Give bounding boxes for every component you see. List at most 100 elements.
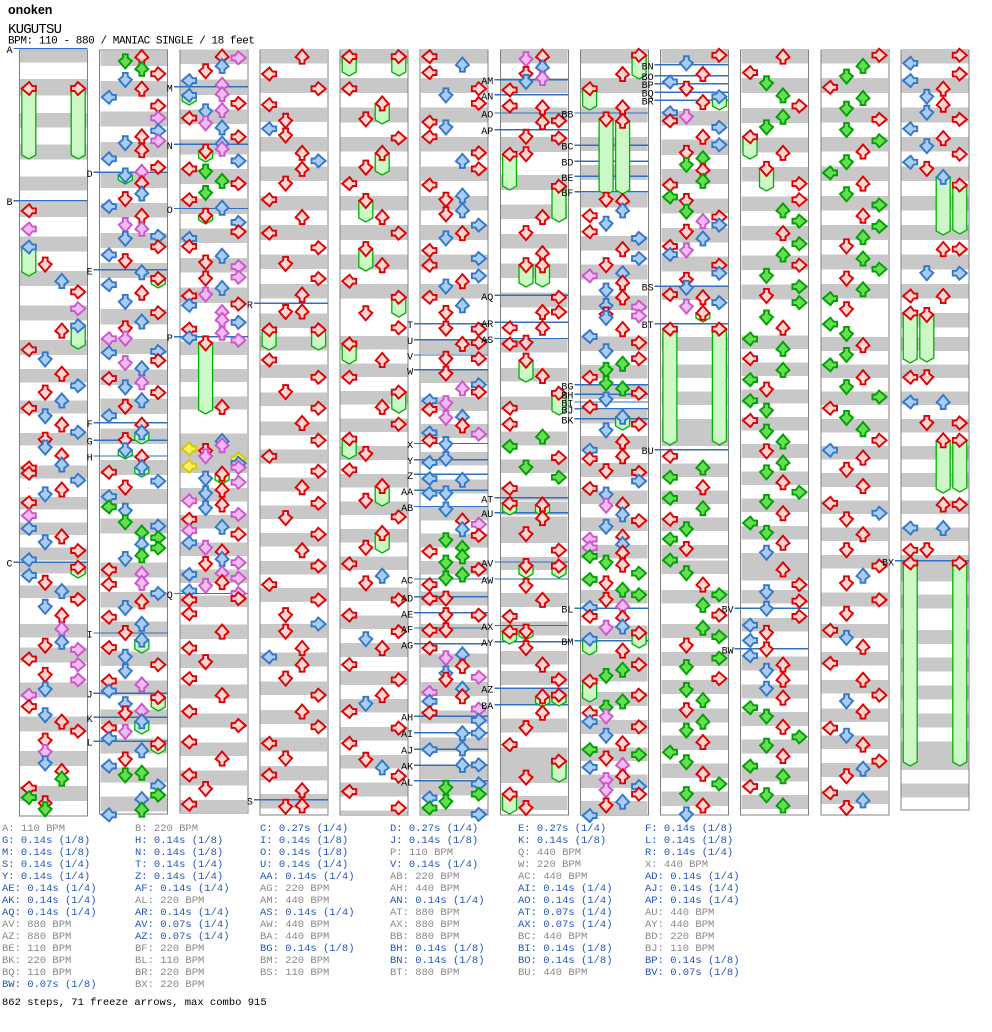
svg-text:AZ: AZ — [481, 686, 493, 697]
svg-text:AI: 0.14s (1/4): AI: 0.14s (1/4) — [518, 883, 613, 895]
svg-text:BQ: 110 BPM: BQ: 110 BPM — [2, 967, 71, 979]
svg-text:X: X — [407, 441, 413, 452]
svg-text:BA: BA — [481, 702, 493, 713]
svg-text:Q: Q — [167, 591, 173, 602]
svg-text:Y: 0.14s (1/4): Y: 0.14s (1/4) — [2, 871, 90, 883]
svg-text:E: 0.27s (1/4): E: 0.27s (1/4) — [518, 823, 606, 835]
svg-text:BP: 0.14s (1/8): BP: 0.14s (1/8) — [645, 955, 740, 967]
svg-text:AM: AM — [481, 77, 493, 88]
svg-text:BD: BD — [561, 159, 573, 170]
svg-text:AB: AB — [401, 504, 413, 515]
svg-text:M: M — [167, 84, 173, 95]
svg-text:W: W — [407, 367, 413, 378]
svg-text:AG: AG — [401, 641, 413, 652]
svg-text:AQ: AQ — [481, 293, 493, 304]
svg-text:S: S — [247, 797, 253, 808]
svg-text:AA: 0.14s (1/4): AA: 0.14s (1/4) — [260, 871, 355, 883]
svg-text:AR: 0.14s (1/4): AR: 0.14s (1/4) — [135, 907, 230, 919]
svg-text:H: 0.14s (1/8): H: 0.14s (1/8) — [135, 835, 223, 847]
svg-text:BD: 220 BPM: BD: 220 BPM — [645, 931, 714, 943]
svg-text:O: 0.14s (1/8): O: 0.14s (1/8) — [260, 847, 348, 859]
svg-text:BV: BV — [722, 606, 734, 617]
svg-text:AX: AX — [481, 623, 493, 634]
svg-text:A: A — [6, 46, 12, 57]
svg-text:I: 0.14s (1/8): I: 0.14s (1/8) — [260, 835, 348, 847]
svg-text:BJ: 110 BPM: BJ: 110 BPM — [645, 943, 714, 955]
svg-text:BE: 110 BPM: BE: 110 BPM — [2, 943, 71, 955]
svg-text:AE: 0.14s (1/4): AE: 0.14s (1/4) — [2, 883, 97, 895]
svg-text:BO: 0.14s (1/8): BO: 0.14s (1/8) — [518, 955, 613, 967]
svg-text:BF: BF — [561, 189, 573, 200]
svg-text:K: K — [87, 715, 93, 726]
svg-text:AX: 880 BPM: AX: 880 BPM — [390, 919, 459, 931]
svg-text:862 steps, 71 freeze arrows, m: 862 steps, 71 freeze arrows, max combo 9… — [2, 997, 267, 1009]
svg-text:V: V — [407, 353, 413, 364]
svg-text:K: 0.14s (1/8): K: 0.14s (1/8) — [518, 835, 606, 847]
svg-text:R: 0.14s (1/4): R: 0.14s (1/4) — [645, 847, 733, 859]
svg-text:E: E — [87, 267, 93, 278]
svg-text:BL: 110 BPM: BL: 110 BPM — [135, 955, 204, 967]
svg-text:BI: BI — [561, 400, 573, 411]
svg-text:P: 110 BPM: P: 110 BPM — [390, 847, 453, 859]
svg-text:AV: AV — [481, 560, 493, 571]
svg-text:AE: AE — [401, 610, 413, 621]
svg-text:Y: Y — [407, 457, 413, 468]
svg-text:O: O — [167, 206, 173, 217]
svg-text:AO: 0.14s (1/4): AO: 0.14s (1/4) — [518, 895, 613, 907]
svg-text:B: B — [6, 198, 12, 209]
svg-text:AL: AL — [401, 778, 413, 789]
svg-text:BK: 220 BPM: BK: 220 BPM — [2, 955, 71, 967]
svg-text:BB: BB — [561, 111, 573, 122]
svg-text:AI: AI — [401, 730, 413, 741]
svg-text:KUGUTSU: KUGUTSU — [8, 22, 62, 38]
svg-text:BH: 0.14s (1/8): BH: 0.14s (1/8) — [390, 943, 485, 955]
svg-text:B: 220 BPM: B: 220 BPM — [135, 823, 198, 835]
svg-text:C: C — [6, 560, 12, 571]
svg-text:L: 0.14s (1/8): L: 0.14s (1/8) — [645, 835, 733, 847]
svg-text:onoken: onoken — [8, 3, 52, 17]
svg-text:BG: 0.14s (1/8): BG: 0.14s (1/8) — [260, 943, 355, 955]
svg-text:N: N — [167, 142, 173, 153]
svg-text:AH: AH — [401, 714, 413, 725]
svg-text:BX: BX — [882, 558, 894, 569]
svg-text:BR: BR — [642, 98, 654, 109]
svg-text:AK: AK — [401, 763, 413, 774]
svg-text:BK: BK — [561, 416, 573, 427]
svg-text:BW: BW — [722, 646, 734, 657]
svg-text:AW: AW — [481, 577, 493, 588]
svg-text:BW: 0.07s (1/8): BW: 0.07s (1/8) — [2, 979, 97, 991]
svg-text:Z: 0.14s (1/4): Z: 0.14s (1/4) — [135, 871, 223, 883]
svg-text:BM: 220 BPM: BM: 220 BPM — [260, 955, 329, 967]
svg-text:BS: 110 BPM: BS: 110 BPM — [260, 967, 329, 979]
svg-text:AN: AN — [481, 92, 493, 103]
svg-text:BV: 0.07s (1/8): BV: 0.07s (1/8) — [645, 967, 740, 979]
svg-text:BO: BO — [642, 73, 654, 84]
svg-text:AH: 440 BPM: AH: 440 BPM — [390, 883, 459, 895]
svg-text:AY: AY — [481, 639, 493, 650]
svg-text:Q: 440 BPM: Q: 440 BPM — [518, 847, 581, 859]
svg-text:L: L — [87, 739, 93, 750]
svg-text:C: 0.27s (1/4): C: 0.27s (1/4) — [260, 823, 348, 835]
svg-text:AU: AU — [481, 510, 493, 521]
svg-text:X: 440 BPM: X: 440 BPM — [645, 859, 708, 871]
svg-text:AT: 880 BPM: AT: 880 BPM — [390, 907, 459, 919]
svg-text:BG: BG — [561, 382, 573, 393]
svg-text:AR: AR — [481, 320, 493, 331]
svg-text:AD: AD — [401, 594, 413, 605]
svg-text:BS: BS — [642, 284, 654, 295]
svg-text:A: 110 BPM: A: 110 BPM — [2, 823, 65, 835]
svg-text:AD: 0.14s (1/4): AD: 0.14s (1/4) — [645, 871, 740, 883]
svg-text:G: 0.14s (1/8): G: 0.14s (1/8) — [2, 835, 90, 847]
svg-text:V: 0.14s (1/4): V: 0.14s (1/4) — [390, 859, 478, 871]
svg-text:AQ: 0.14s (1/4): AQ: 0.14s (1/4) — [2, 907, 97, 919]
svg-text:J: 0.14s (1/8): J: 0.14s (1/8) — [390, 835, 478, 847]
svg-text:BE: BE — [561, 174, 573, 185]
svg-text:BQ: BQ — [642, 90, 654, 101]
svg-text:U: U — [407, 337, 413, 348]
svg-text:T: T — [407, 321, 413, 332]
svg-text:AP: 0.14s (1/4): AP: 0.14s (1/4) — [645, 895, 740, 907]
svg-text:BX: 220 BPM: BX: 220 BPM — [135, 979, 204, 991]
svg-text:BPM: 110 - 880 / MANIAC SINGLE: BPM: 110 - 880 / MANIAC SINGLE / 18 feet — [8, 36, 255, 48]
svg-text:AP: AP — [481, 127, 493, 138]
svg-text:BC: BC — [561, 143, 573, 154]
